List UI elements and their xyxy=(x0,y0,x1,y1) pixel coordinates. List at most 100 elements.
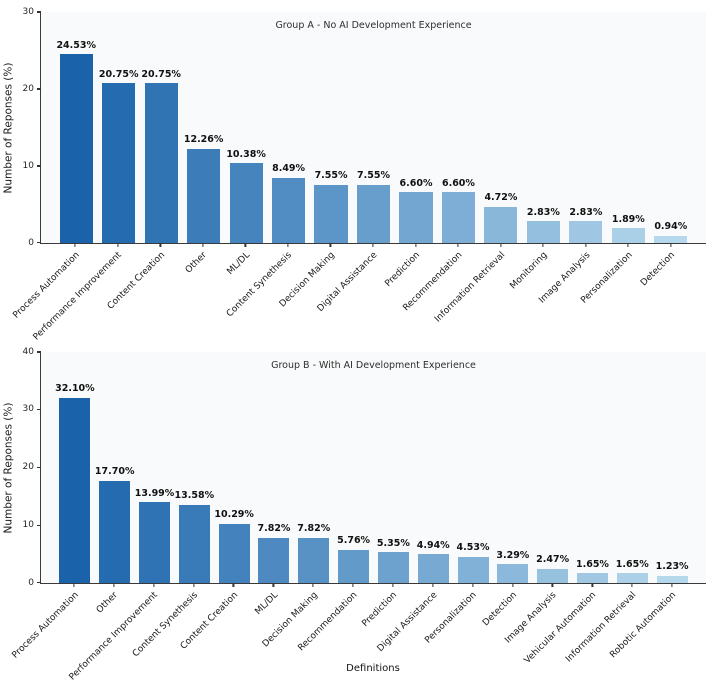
bar-value-label: 5.76% xyxy=(337,535,371,547)
bar xyxy=(314,184,348,243)
x-tick-mark xyxy=(232,583,235,587)
bar xyxy=(441,192,476,243)
bar-slot: 2.47% xyxy=(533,352,573,583)
bar-slot: 7.82% xyxy=(254,352,294,583)
bar-value-label: 4.53% xyxy=(456,542,490,554)
y-tick-label: 30 xyxy=(22,6,34,17)
bar-value-label: 1.65% xyxy=(575,558,609,570)
x-tick-label: Prediction xyxy=(383,250,422,289)
y-tick-mark xyxy=(37,88,41,90)
bar-slot: 13.58% xyxy=(174,352,214,583)
bar-slot: 1.89% xyxy=(607,12,649,243)
x-tick-label: Vehicular Automation xyxy=(523,590,599,666)
y-tick-mark xyxy=(37,409,41,411)
y-tick-label: 10 xyxy=(22,160,34,171)
bar xyxy=(144,83,178,243)
chart-group-a: Number of Reponses (%) Group A - No AI D… xyxy=(0,0,714,345)
y-tick-mark xyxy=(37,466,41,469)
bar-value-label: 24.53% xyxy=(56,39,97,51)
x-tick-mark xyxy=(74,243,76,247)
bar-slot: 5.76% xyxy=(334,352,374,583)
bar-slot: 12.26% xyxy=(182,12,224,243)
bar xyxy=(616,573,648,583)
bar xyxy=(102,83,136,243)
bar xyxy=(356,184,391,243)
bar-slot: 0.94% xyxy=(650,12,692,243)
y-tick-mark xyxy=(37,351,41,353)
x-axis-title: Definitions xyxy=(346,663,400,674)
bar xyxy=(139,502,171,583)
x-tick-mark xyxy=(585,243,587,247)
x-tick-mark xyxy=(329,243,332,247)
y-axis-label-box: Number of Reponses (%) xyxy=(0,12,16,243)
bar-value-label: 1.23% xyxy=(655,561,689,573)
bar-slot: 20.75% xyxy=(140,12,182,243)
bar-value-label: 0.94% xyxy=(654,221,688,233)
bar-value-label: 13.58% xyxy=(174,490,215,502)
x-tick-mark xyxy=(671,583,673,587)
bar-slot: 10.38% xyxy=(225,12,267,243)
x-tick-label: Detection xyxy=(639,250,678,289)
y-tick-label: 0 xyxy=(28,237,34,248)
bar-value-label: 13.99% xyxy=(134,487,175,499)
bar-slot: 10.29% xyxy=(214,352,254,583)
y-tick-mark xyxy=(37,11,41,13)
x-tick-mark xyxy=(472,583,474,587)
x-tick-label: Other xyxy=(95,590,121,616)
x-tick-label: Detection xyxy=(480,590,519,629)
chart-title: Group A - No AI Development Experience xyxy=(275,20,472,31)
x-tick-mark xyxy=(287,243,289,247)
x-tick-mark xyxy=(244,243,246,247)
bar xyxy=(576,573,608,583)
bar-value-label: 6.60% xyxy=(441,177,475,189)
bar-slot: 2.83% xyxy=(565,12,607,243)
x-tick-label: Process Automation xyxy=(9,590,81,661)
bar-slot: 6.60% xyxy=(395,12,437,243)
bar xyxy=(656,575,688,583)
bar xyxy=(497,564,529,583)
bar-value-label: 2.83% xyxy=(526,206,560,218)
bar-value-label: 3.29% xyxy=(496,549,530,561)
bar xyxy=(611,228,645,243)
x-tick-mark xyxy=(352,583,354,587)
bar-slot: 7.55% xyxy=(352,12,394,243)
x-tick-mark xyxy=(113,583,115,587)
bar-value-label: 32.10% xyxy=(55,383,95,395)
bar xyxy=(298,537,330,583)
bar-slot: 8.49% xyxy=(267,12,309,243)
y-tick-label: 40 xyxy=(22,346,34,357)
bar-slot: 4.72% xyxy=(480,12,522,243)
bar xyxy=(537,568,569,583)
bar-slot: 7.55% xyxy=(310,12,352,243)
x-tick-mark xyxy=(414,243,417,247)
bar xyxy=(99,480,131,583)
bar-slot: 6.60% xyxy=(437,12,479,243)
x-tick-mark xyxy=(551,583,554,587)
bar xyxy=(569,221,603,243)
bar-value-label: 4.72% xyxy=(484,192,518,204)
bar xyxy=(218,523,250,583)
y-tick-mark xyxy=(37,524,41,526)
x-tick-mark xyxy=(457,243,459,247)
x-tick-mark xyxy=(500,243,502,247)
plot-area: Group B - With AI Development Experience… xyxy=(23,347,706,587)
bar xyxy=(229,163,263,243)
y-axis-label: Number of Reponses (%) xyxy=(2,402,15,533)
bar-slot: 17.70% xyxy=(95,352,135,583)
bar xyxy=(654,235,688,243)
x-tick-mark xyxy=(202,243,204,247)
bar xyxy=(178,504,210,583)
y-tick-label: 0 xyxy=(28,577,34,588)
x-tick-label: Process Automation xyxy=(11,250,82,321)
y-axis-label-box: Number of Reponses (%) xyxy=(0,352,16,583)
bar-value-label: 17.70% xyxy=(94,466,135,478)
bar-value-label: 20.75% xyxy=(98,68,139,80)
bar-value-label: 4.94% xyxy=(416,539,450,551)
y-tick-mark xyxy=(37,241,41,243)
x-tick-labels: Process Automation Performance Improvemen… xyxy=(11,243,692,345)
x-tick-labels: Process Automation Other Performance Impro… xyxy=(10,583,692,683)
bar-slot: 1.23% xyxy=(652,352,692,583)
bar xyxy=(526,221,560,243)
bars: 32.10% 17.70% 13.99% 13.58% 10.29% 7.82% 7.82%… xyxy=(41,352,706,583)
